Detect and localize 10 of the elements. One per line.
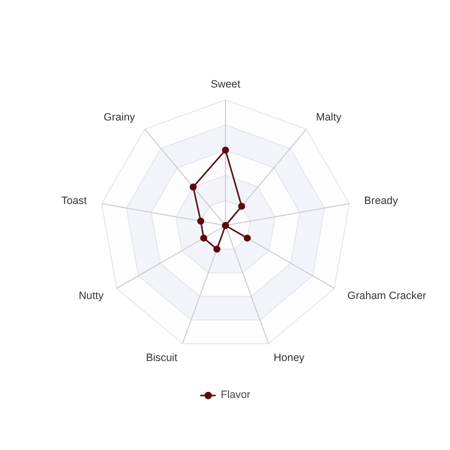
spoke-label: Toast bbox=[61, 195, 87, 208]
spoke-label: Graham Cracker bbox=[347, 290, 427, 302]
spoke-label: Grainy bbox=[104, 112, 136, 124]
spoke-label: Biscuit bbox=[146, 352, 178, 364]
spoke-label: Malty bbox=[316, 112, 342, 124]
spoke-label: Bready bbox=[364, 195, 399, 208]
spoke-label: Sweet bbox=[210, 78, 240, 91]
spoke-label: Nutty bbox=[78, 290, 104, 302]
spoke-label: Honey bbox=[274, 352, 306, 364]
legend-label: Flavor bbox=[220, 389, 250, 401]
